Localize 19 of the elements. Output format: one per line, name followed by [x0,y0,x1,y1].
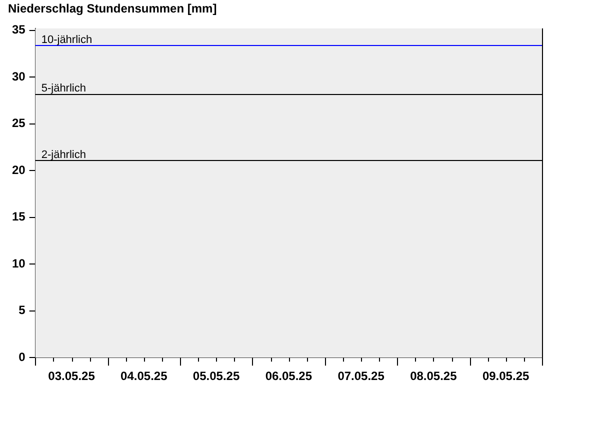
x-tick-label: 03.05.25 [48,369,96,384]
y-tick-label: 30 [12,69,26,84]
y-tick-label: 25 [12,116,26,130]
chart-title: Niederschlag Stundensummen [mm] [8,2,217,16]
x-tick-label: 09.05.25 [482,369,530,384]
x-tick-label: 06.05.25 [265,369,312,384]
x-tick-label: 07.05.25 [338,369,385,384]
ref-line-label: 2-jährlich [41,148,86,161]
y-tick-label: 10 [12,256,26,270]
y-tick-label: 15 [12,210,26,224]
ref-line-label: 10-jährlich [41,34,92,46]
y-tick-label: 5 [18,303,26,318]
y-tick-label: 35 [12,22,26,37]
ref-line-label: 5-jährlich [41,82,86,94]
x-tick-label: 04.05.25 [120,369,168,384]
y-tick-label: 20 [12,162,26,177]
x-tick-label: 05.05.25 [192,369,240,384]
y-tick-label: 0 [18,350,26,364]
x-tick-label: 08.05.25 [410,369,458,384]
